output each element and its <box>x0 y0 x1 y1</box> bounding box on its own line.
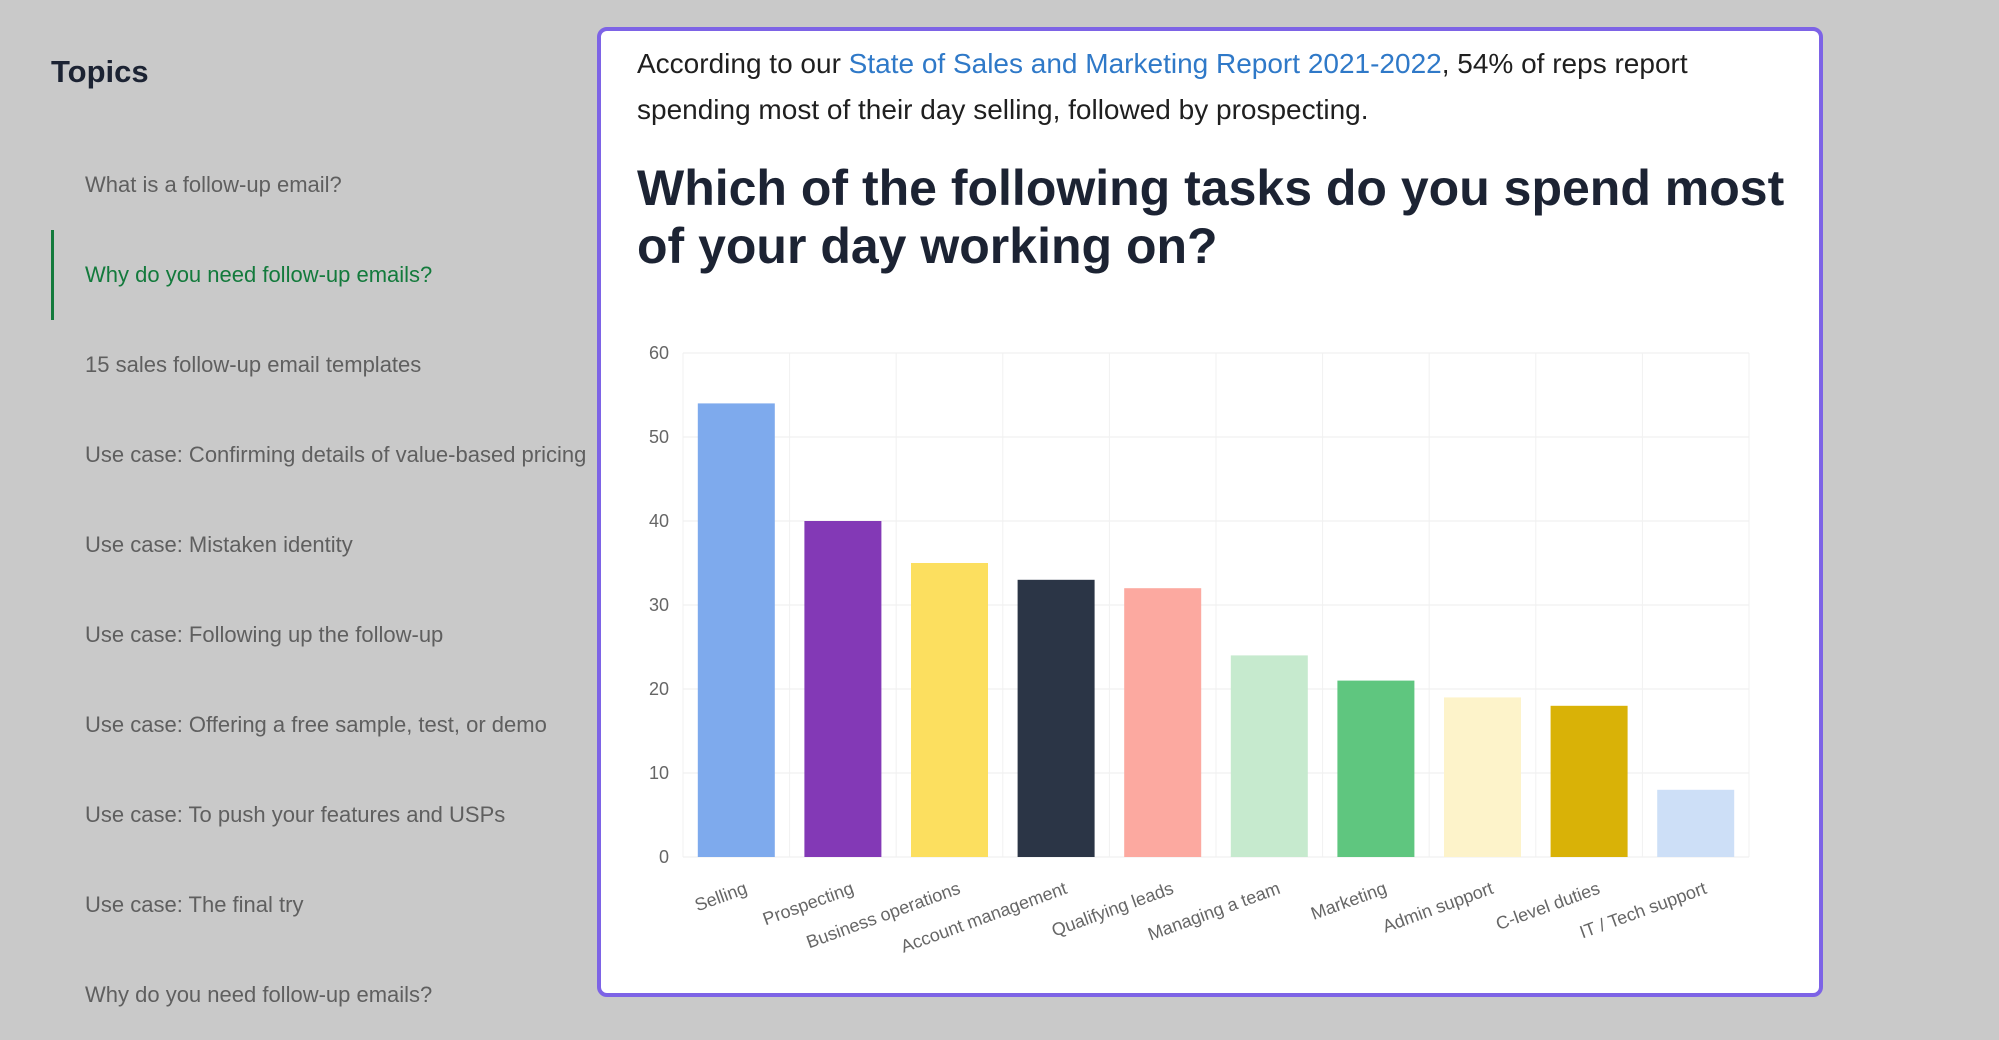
sidebar-topic-item[interactable]: Use case: The final try <box>85 892 304 917</box>
bar <box>1124 588 1202 857</box>
bar <box>1444 697 1521 857</box>
bar <box>1657 789 1735 857</box>
chart-question-heading: Which of the following tasks do you spen… <box>637 160 1785 274</box>
x-tick-label: Marketing <box>1308 878 1389 924</box>
sidebar-topic-item[interactable]: 15 sales follow-up email templates <box>85 352 422 377</box>
topics-sidebar: Topics What is a follow-up email? Why do … <box>51 50 591 1007</box>
intro-paragraph: According to our State of Sales and Mark… <box>637 41 1767 133</box>
x-tick-label: Admin support <box>1380 878 1496 936</box>
sidebar-topic-item[interactable]: Why do you need follow-up emails? <box>85 982 433 1007</box>
bar <box>911 563 988 857</box>
intro-prefix: According to our <box>637 48 849 79</box>
y-tick-label: 20 <box>649 679 669 699</box>
bar <box>1550 705 1628 857</box>
bar <box>1017 579 1095 857</box>
sidebar-topic-item[interactable]: Use case: Mistaken identity <box>85 532 353 557</box>
y-tick-label: 60 <box>649 343 669 363</box>
y-tick-label: 50 <box>649 427 669 447</box>
report-link[interactable]: State of Sales and Marketing Report 2021… <box>848 48 1442 79</box>
article-card: According to our State of Sales and Mark… <box>597 27 1823 997</box>
y-tick-label: 0 <box>659 847 669 867</box>
sidebar-topic-item[interactable]: What is a follow-up email? <box>85 172 342 197</box>
sidebar-topic-item[interactable]: Use case: Confirming details of value-ba… <box>85 442 587 467</box>
y-tick-label: 40 <box>649 511 669 531</box>
bar <box>697 403 775 857</box>
sidebar-topic-item[interactable]: Use case: Following up the follow-up <box>85 622 444 647</box>
sidebar-topic-item[interactable]: Use case: Offering a free sample, test, … <box>85 712 547 737</box>
y-tick-label: 10 <box>649 763 669 783</box>
bar <box>804 521 882 857</box>
x-tick-label: Selling <box>692 878 750 915</box>
y-tick-label: 30 <box>649 595 669 615</box>
bar <box>1337 680 1415 857</box>
intro-suffix: , 54% of reps report spending most of th… <box>637 48 1688 125</box>
sidebar-title: Topics <box>51 54 149 89</box>
sidebar-topic-item[interactable]: Why do you need follow-up emails? <box>51 230 591 320</box>
bar <box>1230 655 1308 857</box>
sidebar-topic-item[interactable]: Use case: To push your features and USPs <box>85 802 506 827</box>
